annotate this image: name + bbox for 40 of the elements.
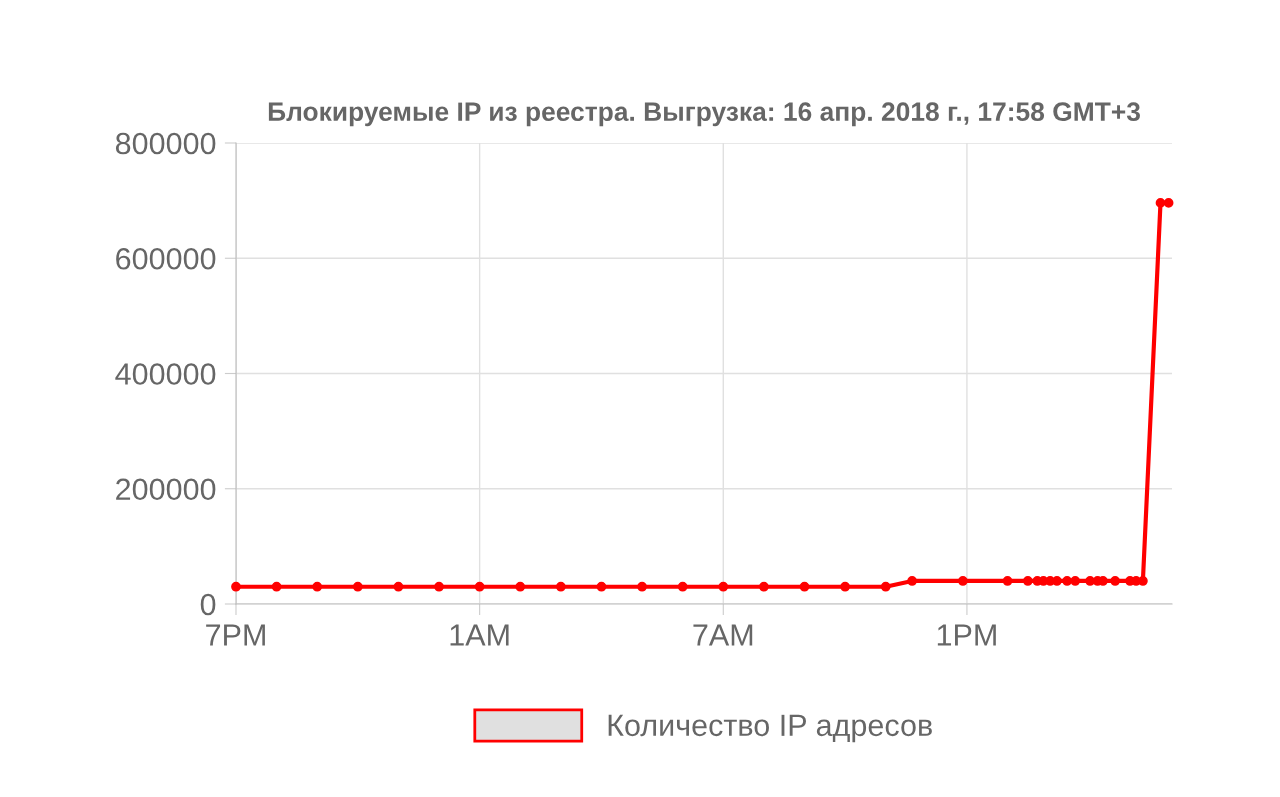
point [759, 581, 769, 592]
x-tick-label: 1PM [937, 624, 996, 646]
y-tick-label: 200000 [116, 478, 216, 501]
point [312, 581, 323, 592]
point [434, 581, 444, 592]
point [880, 581, 891, 592]
point [1110, 576, 1121, 586]
chart-title: Блокируемые IP из реестра. Выгрузка: 16 апр. 2018 г., 17:58 GMT+3 [268, 102, 1140, 127]
point [596, 581, 607, 592]
point [231, 581, 241, 592]
point [1002, 576, 1013, 586]
point [958, 576, 968, 586]
y-tick-label: 600000 [116, 247, 216, 270]
y-tick-label: 800000 [115, 132, 216, 155]
point [555, 581, 566, 592]
point [1022, 576, 1033, 586]
x-tick-label: 1AM [450, 624, 509, 646]
point [907, 576, 917, 586]
y-tick-label: 0 [200, 593, 216, 616]
legend-label: Количество IP адресов [608, 714, 932, 743]
point [718, 581, 729, 592]
point [1138, 576, 1148, 586]
point [1155, 198, 1166, 208]
x-tick-label: 7AM [693, 624, 753, 646]
point [1052, 576, 1062, 586]
point [637, 581, 647, 592]
point [352, 581, 363, 592]
point [1163, 198, 1174, 208]
point [1062, 576, 1072, 586]
point [840, 581, 850, 592]
y-tick-label: 400000 [115, 363, 216, 385]
point [271, 581, 282, 592]
point [474, 581, 485, 592]
point [799, 581, 810, 592]
point [515, 581, 526, 592]
x-tick-label: 7PM [206, 624, 265, 646]
point [677, 581, 688, 592]
point [1085, 576, 1095, 586]
point [393, 581, 404, 592]
point [1070, 576, 1081, 586]
